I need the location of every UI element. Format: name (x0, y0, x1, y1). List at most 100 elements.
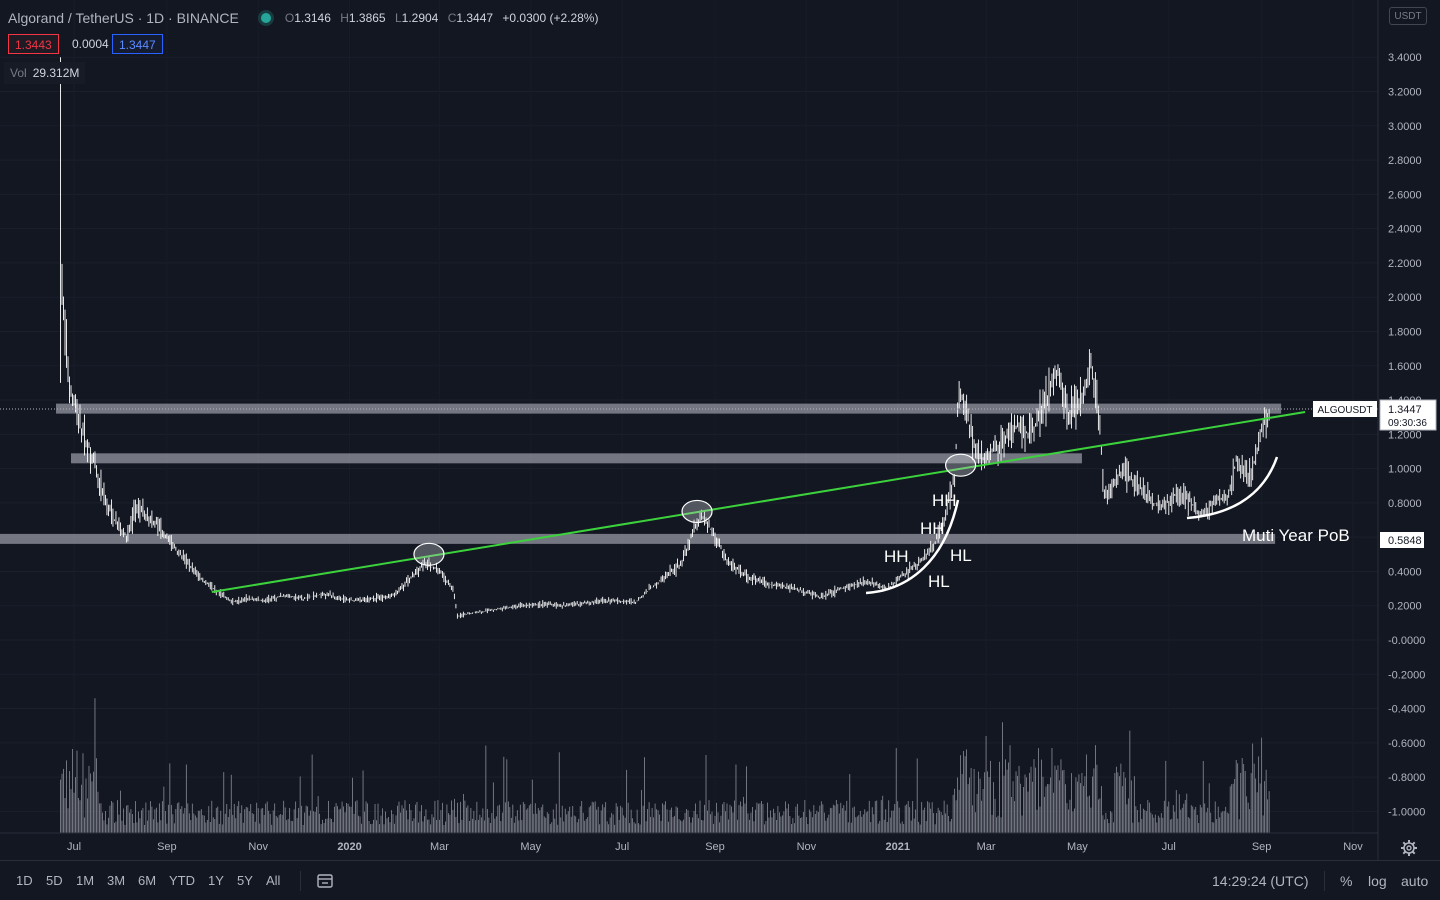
parabolic-curve-2021 (865, 499, 960, 595)
time-tick-label: Nov (797, 841, 817, 853)
symbol-label: ALGOUSDT (1313, 401, 1377, 417)
open-value: 1.3146 (294, 11, 331, 25)
time-tick-label: Jul (1162, 841, 1176, 853)
annotation-hl-1: HL (950, 546, 972, 565)
time-tick-label: 2020 (337, 841, 361, 853)
time-tick-label: Mar (430, 841, 449, 853)
circled-touch-point (945, 453, 977, 477)
bottom-toolbar: 1D 5D 1M 3M 6M YTD 1Y 5Y All 14:29:24 (U… (0, 860, 1440, 900)
currency-badge[interactable]: USDT (1389, 7, 1427, 25)
range-ytd-button[interactable]: YTD (169, 873, 195, 888)
circled-touch-point (413, 542, 445, 566)
green-trendline (211, 411, 1306, 593)
horizontal-zones (0, 403, 1282, 544)
range-1m-button[interactable]: 1M (76, 873, 95, 888)
price-tick-label: -0.8000 (1388, 772, 1425, 784)
auto-scale-toggle[interactable]: auto (1401, 873, 1429, 889)
time-tick-label: 2021 (885, 841, 909, 853)
time-tick-label: May (1067, 841, 1088, 853)
annotations: HH HH HH HL HL Muti Year PoB (884, 491, 1350, 591)
range-5d-button[interactable]: 5D (46, 873, 63, 888)
high-key: H (340, 11, 349, 25)
support-resistance-zone (71, 453, 1082, 464)
support-resistance-zone (0, 533, 1276, 544)
volume-legend: Vol 29.312M (4, 62, 86, 84)
circled-points (413, 453, 977, 566)
change-value: +0.0300 (+2.28%) (502, 11, 599, 25)
volume-bars (60, 698, 1270, 833)
time-tick-label: May (520, 841, 541, 853)
toolbar-separator (1324, 871, 1325, 891)
chart-grid (0, 0, 1378, 833)
last-price-label: 1.3447 09:30:36 (1379, 399, 1437, 431)
price-tick-label: 1.2000 (1388, 429, 1422, 441)
price-tick-label: -0.2000 (1388, 669, 1425, 681)
annotation-pob: Muti Year PoB (1242, 526, 1350, 545)
level-label-text: 0.5848 (1388, 535, 1422, 547)
symbol-label-text: ALGOUSDT (1317, 405, 1372, 416)
support-resistance-zone (56, 403, 1282, 414)
last-price-text: 1.3447 (1388, 404, 1422, 416)
countdown-text: 09:30:36 (1388, 418, 1427, 429)
time-tick-label: Mar (977, 841, 996, 853)
low-key: L (394, 11, 402, 25)
price-tick-label: 0.4000 (1388, 566, 1422, 578)
range-1d-button[interactable]: 1D (16, 873, 33, 888)
time-tick-label: Nov (248, 841, 268, 853)
price-tick-label: 3.0000 (1388, 121, 1422, 133)
price-tick-label: 0.2000 (1388, 601, 1422, 613)
time-tick-label: Sep (1252, 841, 1272, 853)
price-bars (60, 57, 1270, 619)
time-axis-ticks: Jul Sep Nov 2020 Mar May Jul Sep Nov 2021 Mar May Ju… (67, 841, 1363, 853)
time-tick-label: Sep (157, 841, 177, 853)
parabolic-curve-recent (1186, 456, 1279, 520)
price-tick-label: 2.0000 (1388, 292, 1422, 304)
volume-label: Vol (10, 66, 27, 80)
price-tick-label: 3.4000 (1388, 52, 1422, 64)
range-3m-button[interactable]: 3M (107, 873, 126, 888)
range-5y-button[interactable]: 5Y (237, 873, 253, 888)
spread-value: 0.0004 (72, 37, 109, 51)
range-all-button[interactable]: All (266, 873, 281, 888)
clock-time[interactable]: 14:29:24 (UTC) (1212, 873, 1309, 889)
range-6m-button[interactable]: 6M (138, 873, 157, 888)
percent-scale-toggle[interactable]: % (1340, 873, 1353, 889)
price-tick-label: 2.8000 (1388, 155, 1422, 167)
chart-header: Algorand / TetherUS · 1D · BINANCE O1.31… (8, 8, 598, 28)
parabolic-curves (865, 456, 1279, 595)
ohlc-legend: O1.3146 H1.3865 L1.2904 C1.3447 +0.0300 … (285, 11, 599, 25)
price-tick-label: 1.8000 (1388, 326, 1422, 338)
calendar-range-icon[interactable] (316, 872, 334, 890)
price-tick-label: 1.6000 (1388, 361, 1422, 373)
price-tick-label: 1.0000 (1388, 464, 1422, 476)
price-tick-label: 2.6000 (1388, 189, 1422, 201)
toolbar-separator (300, 871, 301, 891)
high-value: 1.3865 (348, 11, 386, 25)
volume-value: 29.312M (32, 66, 80, 80)
circled-touch-point (681, 499, 713, 524)
symbol-title[interactable]: Algorand / TetherUS · 1D · BINANCE (8, 10, 239, 26)
gear-icon[interactable] (1399, 838, 1419, 858)
time-tick-label: Jul (615, 841, 629, 853)
range-1y-button[interactable]: 1Y (208, 873, 224, 888)
price-tick-label: 0.8000 (1388, 498, 1422, 510)
log-scale-toggle[interactable]: log (1368, 873, 1387, 889)
price-tick-label: 2.2000 (1388, 258, 1422, 270)
price-tick-label: -1.0000 (1388, 806, 1425, 818)
close-value: 1.3447 (456, 11, 494, 25)
annotation-hh-3: HH (884, 547, 909, 566)
market-open-icon (260, 13, 271, 23)
sell-price-button[interactable]: 1.3443 (8, 34, 59, 54)
annotation-hl-2: HL (928, 572, 950, 591)
price-tick-label: -0.0000 (1388, 635, 1425, 647)
low-value: 1.2904 (401, 11, 439, 25)
price-tick-label: -0.4000 (1388, 704, 1425, 716)
buy-price-button[interactable]: 1.3447 (112, 34, 163, 54)
time-tick-label: Nov (1343, 841, 1363, 853)
price-tick-label: -0.6000 (1388, 738, 1425, 750)
annotation-hh-1: HH (932, 491, 957, 510)
price-axis-ticks: 3.4000 3.2000 3.0000 2.8000 2.6000 2.4000 2.20… (1388, 52, 1425, 818)
level-label: 0.5848 (1380, 532, 1424, 548)
time-tick-label: Jul (67, 841, 81, 853)
